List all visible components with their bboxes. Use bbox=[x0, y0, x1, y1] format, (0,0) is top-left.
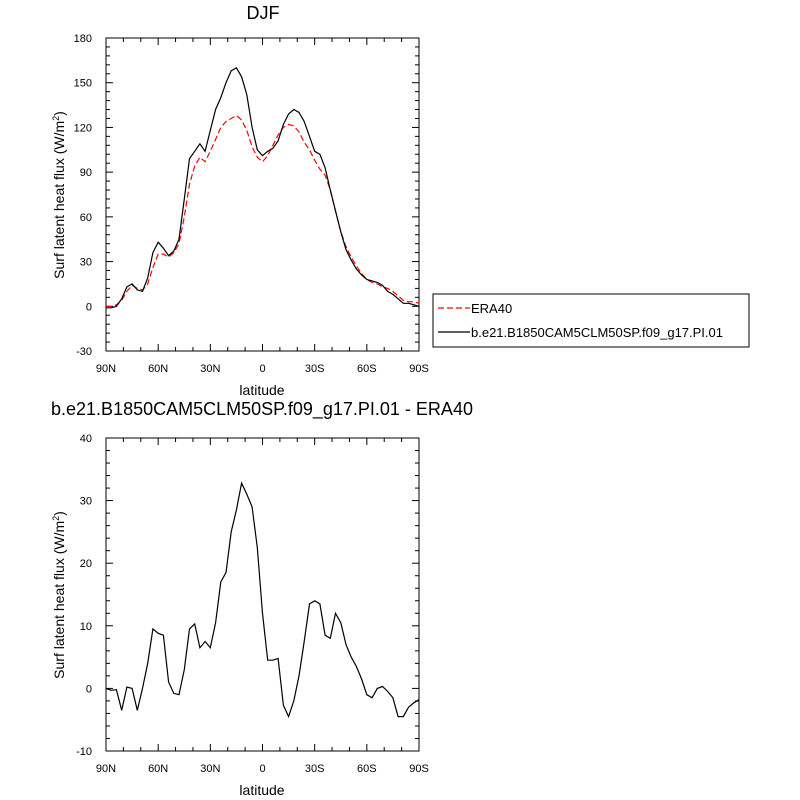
top-y-tick-label: -30 bbox=[76, 346, 92, 358]
bottom-chart-title: b.e21.B1850CAM5CLM50SP.f09_g17.PI.01 - E… bbox=[51, 399, 473, 420]
bottom-x-tick-label: 30S bbox=[305, 763, 325, 775]
top-x-axis-label: latitude bbox=[239, 382, 284, 398]
top-y-tick-label: 150 bbox=[74, 78, 92, 90]
top-x-tick-label: 90S bbox=[409, 363, 429, 375]
top-y-tick-label: 180 bbox=[74, 33, 92, 45]
bottom-y-tick-label: 0 bbox=[86, 683, 92, 695]
bottom-x-ticks: 90N 60N 30N 0 30S 60S 90S bbox=[96, 438, 429, 775]
top-series-lines bbox=[106, 66, 420, 309]
bottom-y-ticks: -10 0 10 20 30 40 bbox=[76, 433, 419, 758]
bottom-x-tick-label: 30N bbox=[200, 763, 220, 775]
top-y-ticks: -30 0 30 60 90 120 150 180 bbox=[74, 33, 419, 358]
top-y-tick-label: 30 bbox=[80, 257, 92, 269]
top-y-tick-label: 90 bbox=[80, 167, 92, 179]
bottom-x-tick-label: 60N bbox=[148, 763, 168, 775]
bottom-x-tick-label: 90S bbox=[409, 763, 429, 775]
bottom-plot-frame bbox=[105, 437, 420, 752]
bottom-panel: b.e21.B1850CAM5CLM50SP.f09_g17.PI.01 - E… bbox=[51, 399, 473, 798]
top-x-tick-label: 30S bbox=[305, 363, 325, 375]
bottom-y-tick-label: 40 bbox=[80, 433, 92, 445]
bottom-series-line-difference bbox=[105, 481, 420, 719]
top-y-axis-label-close: ) bbox=[51, 111, 67, 116]
top-y-axis-label-main: Surf latent heat flux (W/m bbox=[51, 121, 67, 279]
bottom-y-tick-label: 10 bbox=[80, 621, 92, 633]
top-x-ticks: 90N 60N 30N 0 30S 60S 90S bbox=[96, 38, 429, 375]
bottom-y-axis-label-sup: 2 bbox=[51, 516, 61, 521]
top-plot-frame bbox=[105, 37, 420, 352]
bottom-y-axis-label-close: ) bbox=[51, 511, 67, 516]
bottom-x-tick-label: 0 bbox=[259, 763, 265, 775]
top-x-tick-label: 60S bbox=[357, 363, 377, 375]
bottom-y-tick-label: 20 bbox=[80, 558, 92, 570]
legend-label-era40: ERA40 bbox=[471, 301, 512, 316]
top-x-tick-label: 90N bbox=[96, 363, 116, 375]
bottom-x-tick-label: 90N bbox=[96, 763, 116, 775]
top-y-tick-label: 60 bbox=[80, 212, 92, 224]
top-x-tick-label: 60N bbox=[148, 363, 168, 375]
bottom-series-lines bbox=[105, 481, 420, 719]
top-series-line-model bbox=[106, 66, 420, 309]
top-y-axis-label: Surf latent heat flux (W/m2) bbox=[51, 111, 67, 279]
top-chart-title: DJF bbox=[247, 3, 280, 23]
top-y-axis-label-sup: 2 bbox=[51, 116, 61, 121]
legend-label-model: b.e21.B1850CAM5CLM50SP.f09_g17.PI.01 bbox=[471, 325, 723, 340]
top-series-line-era40 bbox=[106, 114, 420, 307]
legend-box bbox=[432, 293, 750, 348]
top-y-tick-label: 120 bbox=[74, 122, 92, 134]
bottom-y-tick-label: 30 bbox=[80, 496, 92, 508]
top-x-tick-label: 30N bbox=[200, 363, 220, 375]
top-x-tick-label: 0 bbox=[259, 363, 265, 375]
bottom-x-tick-label: 60S bbox=[357, 763, 377, 775]
legend: ERA40 b.e21.B1850CAM5CLM50SP.f09_g17.PI.… bbox=[432, 293, 750, 348]
top-panel: DJF -30 0 30 60 90 120 150 180 90N 60N 30N 0 30S 60S… bbox=[51, 3, 750, 398]
bottom-y-tick-label: -10 bbox=[76, 746, 92, 758]
bottom-y-axis-label: Surf latent heat flux (W/m2) bbox=[51, 511, 67, 679]
top-y-tick-label: 0 bbox=[86, 301, 92, 313]
bottom-x-axis-label: latitude bbox=[239, 782, 284, 798]
bottom-y-axis-label-main: Surf latent heat flux (W/m bbox=[51, 521, 67, 679]
